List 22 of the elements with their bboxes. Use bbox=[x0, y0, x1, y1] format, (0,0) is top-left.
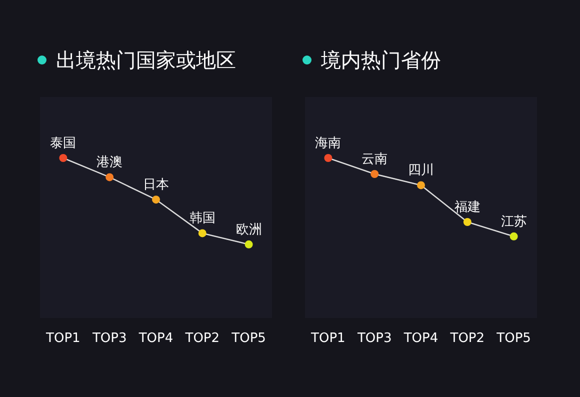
annotation: 四川 bbox=[408, 163, 434, 178]
x-tick-label: TOP3 bbox=[356, 331, 392, 346]
annotation: 福建 bbox=[454, 200, 480, 215]
x-tick-label: TOP2 bbox=[449, 331, 485, 346]
annotation: 泰国 bbox=[50, 136, 76, 151]
chart-title: 境内热门省份 bbox=[320, 48, 441, 72]
annotation: 海南 bbox=[315, 136, 342, 151]
annotation: 日本 bbox=[143, 178, 169, 193]
x-tick-label: TOP4 bbox=[402, 331, 438, 346]
x-tick-label: TOP4 bbox=[138, 331, 174, 346]
annotation: 江苏 bbox=[500, 214, 527, 230]
x-tick-label: TOP3 bbox=[91, 331, 127, 346]
x-tick-label: TOP5 bbox=[230, 331, 266, 346]
annotation: 欧洲 bbox=[236, 222, 262, 238]
annotation: 韩国 bbox=[189, 211, 216, 226]
x-tick-label: TOP1 bbox=[310, 331, 346, 346]
annotation: 云南 bbox=[362, 152, 388, 167]
chart-title: 出境热门国家或地区 bbox=[56, 48, 236, 72]
annotation: 港澳 bbox=[96, 155, 123, 170]
x-tick-label: TOP2 bbox=[184, 331, 220, 346]
x-tick-label: TOP1 bbox=[45, 331, 80, 346]
x-tick-label: TOP5 bbox=[496, 331, 531, 346]
